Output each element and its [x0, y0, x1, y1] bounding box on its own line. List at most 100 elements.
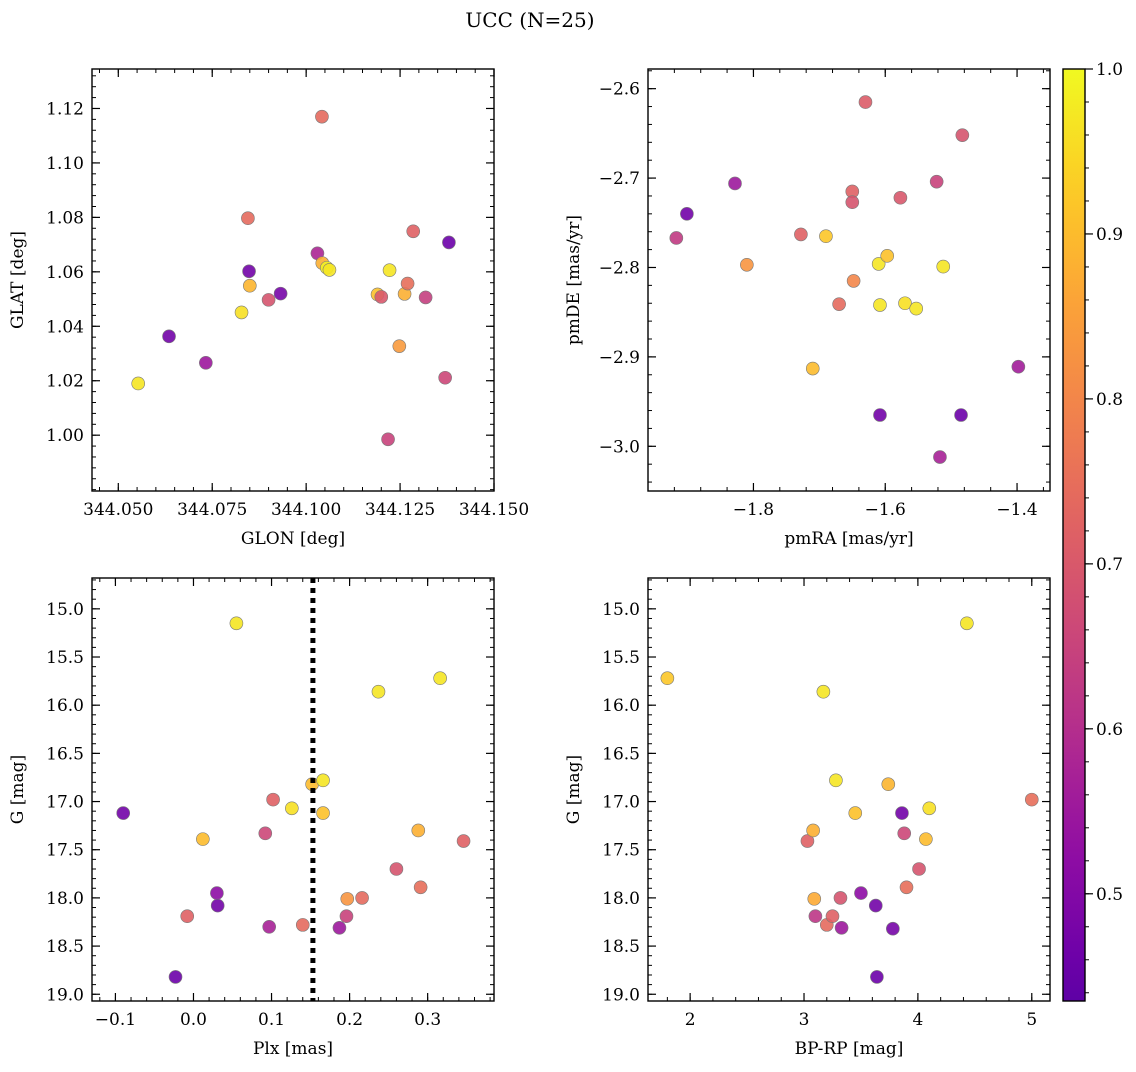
scatter-point — [340, 892, 355, 906]
x-tick-label: −1.8 — [733, 500, 774, 520]
scatter-point — [660, 671, 675, 686]
scatter-point — [929, 174, 944, 189]
y-axis-label: GLAT [deg] — [8, 231, 28, 329]
y-tick-label: 19.0 — [46, 985, 84, 1005]
x-tick-label: 0.1 — [258, 1010, 285, 1030]
colorbar-tick-label: 0.7 — [1096, 555, 1123, 575]
scatter-point — [806, 823, 820, 838]
y-tick-label: 15.0 — [46, 600, 84, 620]
scatter-point — [794, 227, 808, 242]
scatter-point — [229, 616, 244, 631]
x-tick-label: 0.2 — [336, 1010, 363, 1030]
scatter-point — [411, 823, 426, 838]
y-tick-label: 17.0 — [602, 793, 640, 813]
scatter-point — [433, 671, 447, 686]
scatter-point — [168, 970, 183, 984]
scatter-point — [322, 263, 337, 277]
x-tick-label: −1.6 — [865, 500, 906, 520]
scatter-point — [922, 801, 937, 816]
scatter-point — [210, 898, 225, 913]
scatter-point — [854, 886, 868, 900]
y-axis-label: pmDE [mas/yr] — [564, 215, 584, 345]
colorbar-tick-label: 0.8 — [1096, 390, 1123, 410]
y-tick-label: −2.8 — [599, 258, 640, 278]
scatter-point — [833, 891, 848, 905]
scatter-point — [819, 229, 833, 243]
figure-title: UCC (N=25) — [465, 8, 594, 32]
x-axis-label: pmRA [mas/yr] — [784, 529, 913, 549]
y-tick-label: 16.0 — [46, 696, 84, 716]
scatter-point — [933, 450, 947, 464]
x-tick-label: 344.100 — [271, 500, 341, 520]
x-axis-label: BP-RP [mag] — [795, 1039, 904, 1059]
scatter-point — [261, 293, 276, 307]
y-tick-label: 18.5 — [602, 937, 640, 957]
y-tick-label: −2.9 — [599, 348, 640, 368]
panel-cmd: 2 3 4 5 15.0 15.5 16.0 16.5 17.0 17.5 18.0 18.5 19.0… — [564, 577, 1051, 1059]
scatter-point — [162, 329, 176, 344]
scatter-point — [680, 207, 694, 221]
plot-frame — [647, 577, 1051, 1002]
scatter-point — [199, 355, 213, 370]
y-tick-label: −2.6 — [599, 80, 640, 100]
scatter-point — [880, 249, 895, 263]
scatter-point — [389, 862, 404, 876]
scatter-point — [406, 224, 421, 239]
scatter-point — [955, 128, 970, 142]
plot-frame — [647, 68, 1051, 492]
scatter-point — [895, 806, 909, 820]
scatter-point — [316, 773, 330, 788]
y-tick-label: 1.10 — [46, 154, 84, 174]
y-tick-label: 17.0 — [46, 793, 84, 813]
y-tick-label: 18.5 — [46, 937, 84, 957]
colorbar-tick-label: 0.9 — [1096, 225, 1123, 245]
scatter-point — [456, 834, 471, 848]
y-tick-label: 18.0 — [602, 889, 640, 909]
scatter-point — [829, 773, 843, 788]
y-tick-label: 1.06 — [46, 263, 84, 283]
y-tick-label: 1.00 — [46, 426, 84, 446]
y-tick-label: 1.08 — [46, 208, 84, 228]
y-tick-label: 16.0 — [602, 696, 640, 716]
y-tick-label: 1.04 — [46, 317, 84, 337]
colorbar-tick-label: 1.0 — [1096, 60, 1123, 80]
scatter-point — [868, 898, 883, 913]
scatter-point — [210, 886, 224, 900]
y-axis-label: G [mag] — [8, 755, 28, 824]
y-tick-label: 15.0 — [602, 600, 640, 620]
x-tick-label: 5 — [1026, 1010, 1037, 1030]
plot-frame — [91, 577, 495, 1002]
scatter-point — [871, 257, 886, 271]
colorbar-tick-label: 0.6 — [1096, 720, 1123, 740]
y-tick-label: 17.5 — [602, 841, 640, 861]
scatter-point — [960, 616, 974, 631]
y-tick-label: 16.5 — [602, 744, 640, 764]
scatter-point — [371, 684, 386, 699]
y-tick-label: 18.0 — [46, 889, 84, 909]
scatter-point — [800, 834, 815, 848]
scatter-point — [374, 290, 389, 304]
panel-proper-motion: −1.8 −1.6 −1.4 −3.0 −2.9 −2.8 −2.7 −2.6 pmRA [ma… — [564, 68, 1051, 549]
y-tick-label: 16.5 — [46, 744, 84, 764]
panel-sky: 344.050 344.075 344.100 344.125 344.150 1.00 1… — [8, 68, 529, 549]
scatter-point — [400, 276, 415, 291]
scatter-point — [392, 339, 407, 353]
scatter-point — [909, 301, 924, 316]
y-tick-label: 19.0 — [602, 985, 640, 1005]
scatter-point — [242, 264, 256, 279]
scatter-point — [834, 920, 849, 935]
y-tick-label: 17.5 — [46, 841, 84, 861]
scatter-point — [285, 801, 299, 816]
x-tick-label: 344.075 — [177, 500, 247, 520]
y-tick-label: 15.5 — [602, 648, 640, 668]
scatter-point — [1024, 792, 1039, 807]
scatter-point — [382, 263, 397, 277]
scatter-point — [180, 909, 195, 924]
scatter-point — [273, 286, 288, 301]
scatter-point — [912, 862, 926, 876]
scatter-point — [196, 832, 210, 846]
panel-plx-mag: −0.1 0.0 0.1 0.2 0.3 15.0 15.5 16.0 16.5 17.0 17.5… — [8, 577, 495, 1059]
scatter-point — [1011, 359, 1026, 374]
scatter-point — [234, 305, 249, 320]
